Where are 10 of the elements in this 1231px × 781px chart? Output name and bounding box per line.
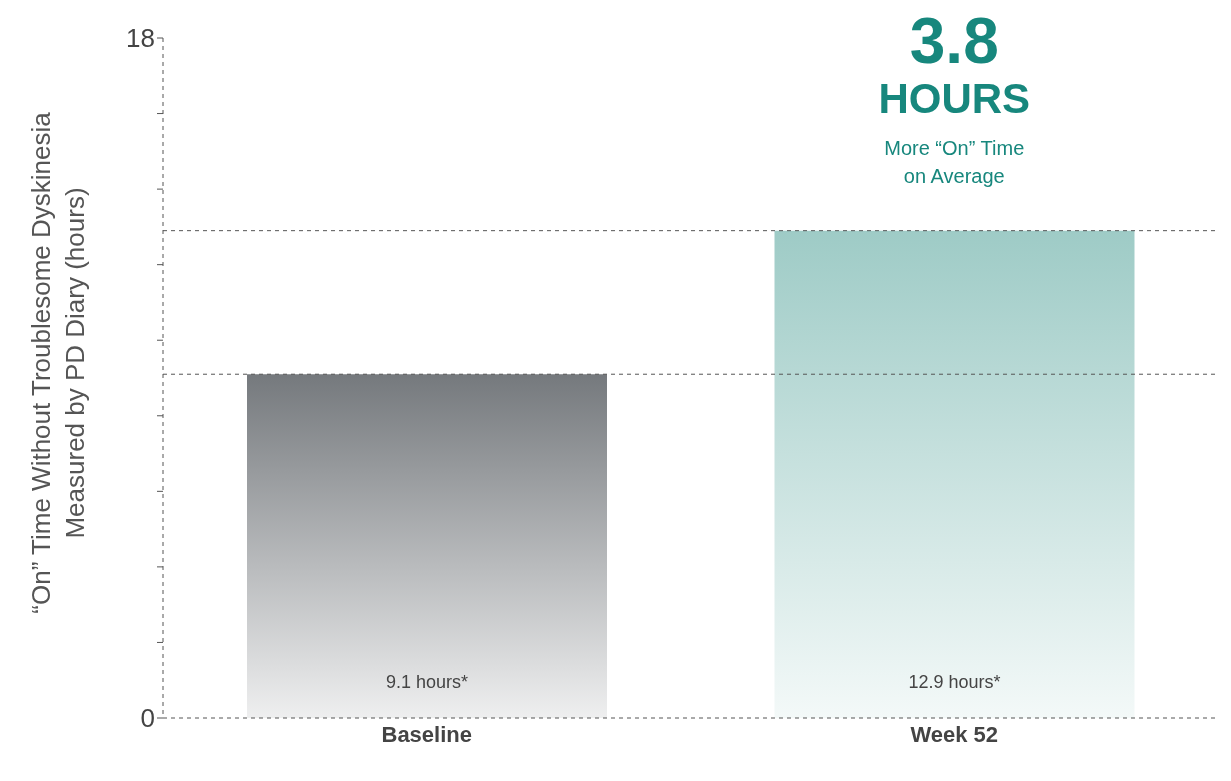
annotation: HOURS [877, 74, 1032, 124]
x-tick-label: Week 52 [910, 721, 999, 747]
y-tick-label: 0 [140, 703, 155, 734]
y-tick-label: 18 [126, 23, 155, 54]
x-tick-label: Baseline [381, 721, 472, 747]
annotation: More “On” Time on Average [883, 136, 1026, 189]
data-label: 12.9 hours* [908, 672, 1001, 692]
y-axis-title: “On” Time Without Troublesome Dyskinesia Measured by PD Diary (hours) [25, 111, 91, 616]
annotation: 3.8 [908, 5, 1000, 77]
data-label: 9.1 hours* [385, 672, 469, 692]
